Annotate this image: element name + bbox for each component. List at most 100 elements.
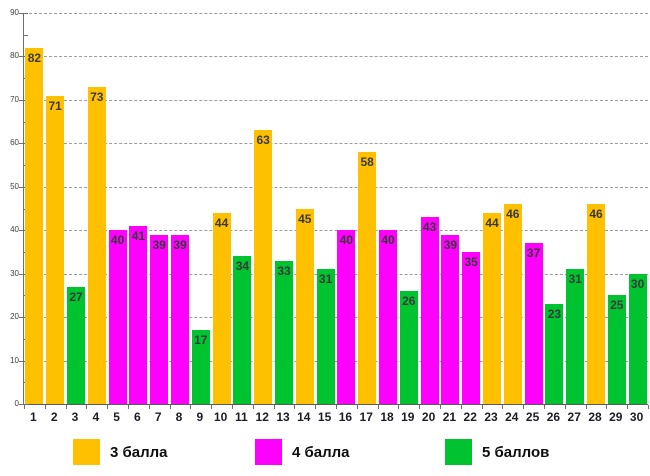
bar: 41 [129, 225, 148, 404]
category-label: 28 [588, 410, 602, 424]
legend-swatch [73, 439, 100, 465]
x-axis-tick [170, 405, 171, 409]
bar-value-label: 43 [422, 220, 437, 235]
category-label: 1 [30, 410, 37, 424]
bar: 40 [108, 230, 127, 404]
bar-value-label: 26 [402, 294, 416, 308]
x-axis-tick [523, 405, 524, 409]
bar-value-label: 44 [214, 215, 229, 230]
gridline [24, 13, 648, 14]
category-label: 14 [297, 410, 311, 424]
category-label: 18 [380, 410, 394, 424]
gridline [24, 143, 648, 145]
x-axis-tick [190, 405, 191, 409]
legend-label: 3 балла [110, 443, 168, 461]
bar: 31 [566, 269, 585, 404]
x-axis-tick [627, 405, 628, 409]
bar-value-label: 39 [443, 237, 458, 252]
bar-value-label: 35 [464, 254, 478, 269]
bar: 58 [358, 152, 377, 404]
category-label: 2 [50, 410, 58, 424]
bar-value-label: 46 [506, 207, 520, 222]
legend-item: 4 балла [255, 439, 350, 465]
plot-area: 82 71 27 73 40 41 39 39 17 44 34 63 33 45 31 40 58 40 26 43… [19, 13, 649, 409]
y-axis-tick [19, 230, 28, 232]
x-axis-tick [606, 405, 607, 409]
y-axis-tick [19, 360, 28, 362]
bar: 44 [483, 212, 501, 404]
bar: 35 [462, 251, 481, 404]
bar-value-label: 40 [110, 233, 125, 248]
y-axis-tick-label: 0 [14, 399, 19, 408]
bar: 44 [212, 212, 231, 404]
bar-value-label: 39 [173, 237, 187, 252]
category-label: 11 [235, 410, 248, 424]
bar-value-label: 25 [610, 298, 624, 313]
y-axis-tick-label: 50 [10, 181, 19, 191]
category-label: 7 [154, 410, 162, 424]
y-axis-tick-label: 30 [10, 268, 19, 278]
category-label: 4 [92, 410, 100, 424]
bar-value-label: 30 [630, 276, 645, 291]
y-axis-tick [19, 13, 28, 14]
category-label: 17 [359, 410, 373, 424]
x-axis-tick [253, 405, 254, 409]
gridline [24, 230, 648, 232]
bar-value-label: 73 [90, 89, 104, 104]
bar-value-label: 58 [360, 155, 374, 169]
y-axis-tick-label: 10 [10, 355, 19, 365]
bar-value-label: 33 [277, 263, 291, 278]
x-axis-tick [107, 405, 108, 409]
bar: 27 [67, 286, 85, 404]
category-label: 6 [134, 410, 141, 424]
bar: 73 [87, 86, 106, 404]
bar-value-label: 27 [69, 289, 83, 304]
y-axis-tick-label: 40 [10, 225, 19, 235]
y-axis-tick [19, 56, 28, 58]
x-axis-tick [398, 405, 399, 409]
category-label: 13 [276, 410, 290, 424]
bar: 25 [607, 295, 626, 404]
bar-value-label: 37 [526, 246, 541, 261]
x-axis-tick [294, 405, 295, 409]
x-axis-tick [336, 405, 337, 409]
x-axis-tick [440, 405, 441, 409]
category-label: 30 [629, 410, 644, 424]
bar: 30 [628, 273, 647, 404]
x-axis-tick [66, 405, 67, 409]
bar: 39 [150, 234, 169, 404]
category-label: 20 [421, 410, 436, 424]
x-axis-tick [45, 405, 46, 409]
bar: 31 [316, 269, 335, 404]
gridline [24, 186, 648, 188]
gridline [24, 56, 648, 58]
category-label: 3 [71, 410, 79, 424]
gridline [24, 99, 648, 101]
y-axis-tick [19, 404, 28, 405]
x-axis-tick [357, 405, 358, 409]
legend-item: 3 балла [73, 439, 168, 465]
category-label: 29 [609, 410, 623, 424]
category-label: 15 [317, 410, 332, 424]
x-axis-tick [482, 405, 483, 409]
y-axis-tick [19, 143, 28, 145]
bar: 17 [191, 330, 210, 404]
x-axis-tick [419, 405, 420, 409]
legend-swatch [255, 439, 282, 465]
y-axis-tick [19, 317, 28, 319]
bar: 37 [524, 243, 543, 404]
y-axis-tick-label: 90 [10, 8, 19, 17]
category-label: 8 [175, 410, 183, 424]
bar: 23 [545, 304, 564, 404]
y-axis-minor-tick [24, 34, 28, 36]
gridline [24, 317, 648, 319]
x-axis-tick [565, 405, 566, 409]
legend-label: 5 баллов [482, 443, 550, 461]
x-axis-tick [211, 405, 212, 409]
bar: 46 [503, 204, 522, 404]
category-label: 25 [525, 410, 540, 424]
bar: 39 [171, 234, 189, 404]
category-label: 27 [567, 410, 581, 424]
x-axis-tick [315, 405, 316, 409]
